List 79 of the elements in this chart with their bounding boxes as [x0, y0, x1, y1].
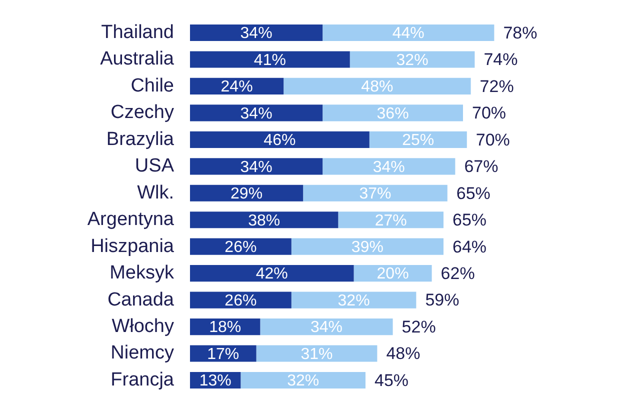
bar — [190, 104, 323, 122]
data-label: 26% — [224, 239, 257, 256]
data-label: 17% — [207, 346, 240, 363]
data-label: 34% — [240, 158, 272, 176]
data-label: 29% — [230, 186, 263, 203]
y-tick-label: Chile — [130, 75, 174, 96]
bar — [322, 24, 494, 42]
y-tick-label: Czechy — [110, 102, 174, 124]
data-label: 34% — [310, 319, 343, 336]
data-label: 44% — [392, 25, 424, 42]
data-label: 42% — [256, 266, 288, 283]
y-tick-label: Wlk. — [137, 182, 174, 204]
total-label: 64% — [452, 237, 487, 256]
bar — [190, 51, 350, 68]
bar — [190, 345, 256, 362]
data-label: 34% — [240, 105, 272, 122]
total-label: 62% — [440, 264, 475, 284]
bar — [260, 318, 393, 336]
y-tick-label: Canada — [107, 289, 174, 310]
total-label: 74% — [484, 50, 518, 70]
data-label: 18% — [209, 319, 242, 336]
bar — [190, 265, 354, 282]
bar — [291, 292, 416, 308]
bar — [291, 238, 444, 255]
total-label: 70% — [476, 130, 510, 150]
data-label: 31% — [300, 346, 333, 363]
bar — [350, 51, 475, 68]
data-label: 25% — [402, 132, 434, 150]
bar — [190, 238, 292, 255]
data-label: 13% — [199, 372, 232, 390]
total-label: 65% — [452, 210, 487, 230]
total-label: 52% — [402, 317, 436, 336]
bar — [240, 372, 366, 389]
bar — [322, 158, 456, 175]
y-tick-label: USA — [134, 156, 174, 177]
bar — [190, 292, 292, 308]
total-label: 72% — [480, 76, 514, 96]
total-label: 59% — [425, 290, 460, 310]
data-label: 34% — [240, 25, 272, 42]
data-label: 26% — [224, 292, 257, 310]
data-label: 20% — [376, 266, 409, 283]
y-tick-label: Włochy — [112, 316, 174, 338]
data-label: 41% — [254, 52, 286, 69]
y-tick-label: Australia — [100, 48, 174, 70]
bar — [322, 104, 463, 122]
bar — [190, 212, 338, 228]
data-label: 39% — [351, 239, 384, 256]
bar — [190, 24, 323, 42]
bar — [190, 131, 370, 148]
y-tick-label: Meksyk — [110, 262, 174, 284]
bar — [338, 212, 444, 228]
bar — [190, 184, 304, 202]
y-tick-label: Argentyna — [87, 209, 174, 230]
data-label: 46% — [264, 132, 296, 150]
total-label: 45% — [374, 370, 409, 390]
data-label: 27% — [374, 212, 407, 230]
data-label: 37% — [359, 186, 392, 203]
bar — [256, 345, 378, 362]
data-label: 38% — [248, 212, 280, 230]
data-label: 48% — [361, 78, 394, 96]
data-label: 32% — [396, 52, 428, 69]
bar — [303, 184, 448, 202]
y-tick-label: Hiszpania — [90, 236, 174, 257]
data-label: 24% — [220, 78, 253, 96]
bar — [190, 158, 323, 175]
y-tick-label: Francja — [110, 369, 174, 390]
bar — [284, 78, 471, 95]
total-label: 67% — [464, 157, 498, 176]
data-label: 34% — [372, 158, 405, 176]
data-label: 36% — [376, 105, 409, 122]
y-tick-label: Niemcy — [110, 342, 174, 364]
total-label: 78% — [503, 23, 538, 42]
data-label: 32% — [287, 372, 320, 390]
total-label: 70% — [472, 104, 506, 123]
total-label: 48% — [386, 344, 420, 364]
data-label: 32% — [338, 292, 370, 310]
y-tick-label: Brazylia — [106, 128, 174, 150]
y-tick-label: Thailand — [101, 22, 174, 43]
total-label: 65% — [456, 184, 490, 203]
